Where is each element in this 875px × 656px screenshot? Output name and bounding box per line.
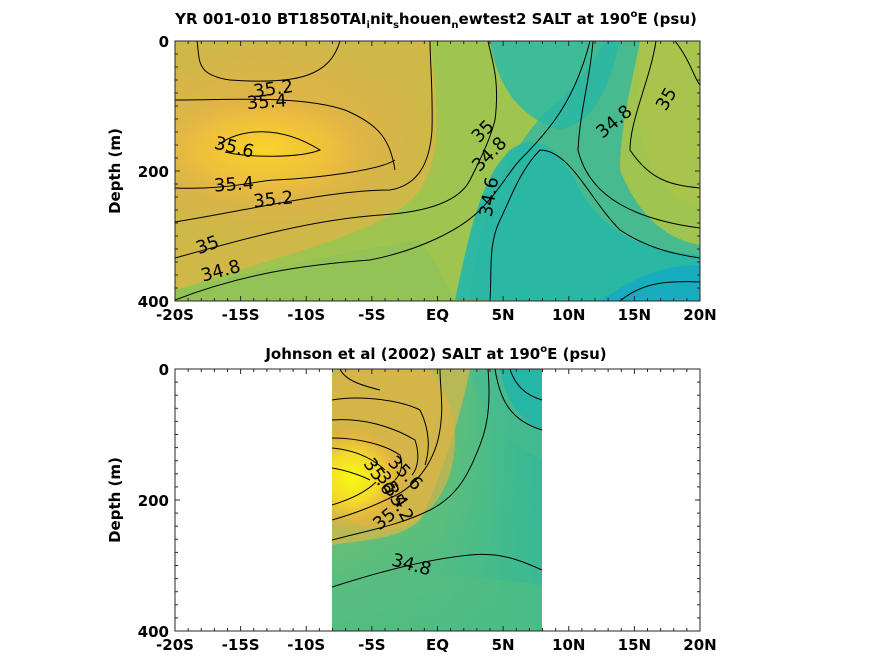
x-tick-label: -15S [222,636,260,654]
x-tick-label: -10S [287,306,325,324]
x-tick-label: EQ [426,636,449,654]
title-part: o [540,344,547,355]
x-tick-label: EQ [426,306,449,324]
contour-label: 35.4 [246,90,287,114]
y-tick-label: 200 [138,492,169,510]
panel2-field [332,369,542,631]
title-part: ewtest2 SALT at 190 [459,10,631,28]
panel2-axes: -20S -15S -10S -5S EQ 5N 10N 15N 20N 0 200 400 [138,361,717,654]
x-tick-label: 20N [683,306,716,324]
x-tick-label: -10S [287,636,325,654]
x-tick-label: -20S [156,636,194,654]
x-tick-label: 10N [552,636,585,654]
title-part: YR 001-010 BT1850TAI [174,10,366,28]
x-tick-label: 10N [552,306,585,324]
panel1-title: YR 001-010 BT1850TAIinitshouennewtest2 S… [174,9,697,31]
x-tick-label: 20N [683,636,716,654]
title-part: Johnson et al (2002) SALT at 190 [264,345,540,363]
y-tick-label: 0 [159,361,169,379]
title-part: houen [399,10,452,28]
title-part: o [630,9,637,20]
panel1-ylabel: Depth (m) [106,128,124,214]
title-part: s [393,20,399,31]
x-tick-label: 15N [618,306,651,324]
x-tick-label: -5S [358,306,385,324]
panel2-title: Johnson et al (2002) SALT at 190oE (psu) [264,344,606,363]
title-part: E (psu) [547,345,607,363]
x-tick-label: 5N [492,636,515,654]
contour-label: 35.4 [213,173,254,197]
y-tick-label: 200 [138,163,169,181]
title-part: i [367,20,370,31]
panel1-field [175,41,700,301]
contour-label: 35.2 [252,187,294,212]
title-part: E (psu) [637,10,697,28]
y-tick-label: 0 [159,33,169,51]
y-tick-label: 400 [138,623,169,641]
x-tick-label: -15S [222,306,260,324]
panel1-axes: -20S -15S -10S -5S EQ 5N 10N 15N 20N 0 200 400 [138,33,717,324]
x-tick-label: 5N [492,306,515,324]
x-tick-label: -5S [358,636,385,654]
title-part: nit [370,10,393,28]
title-part: n [451,20,458,31]
y-tick-label: 400 [138,293,169,311]
x-tick-label: -20S [156,306,194,324]
panel2-ylabel: Depth (m) [106,457,124,543]
x-tick-label: 15N [618,636,651,654]
